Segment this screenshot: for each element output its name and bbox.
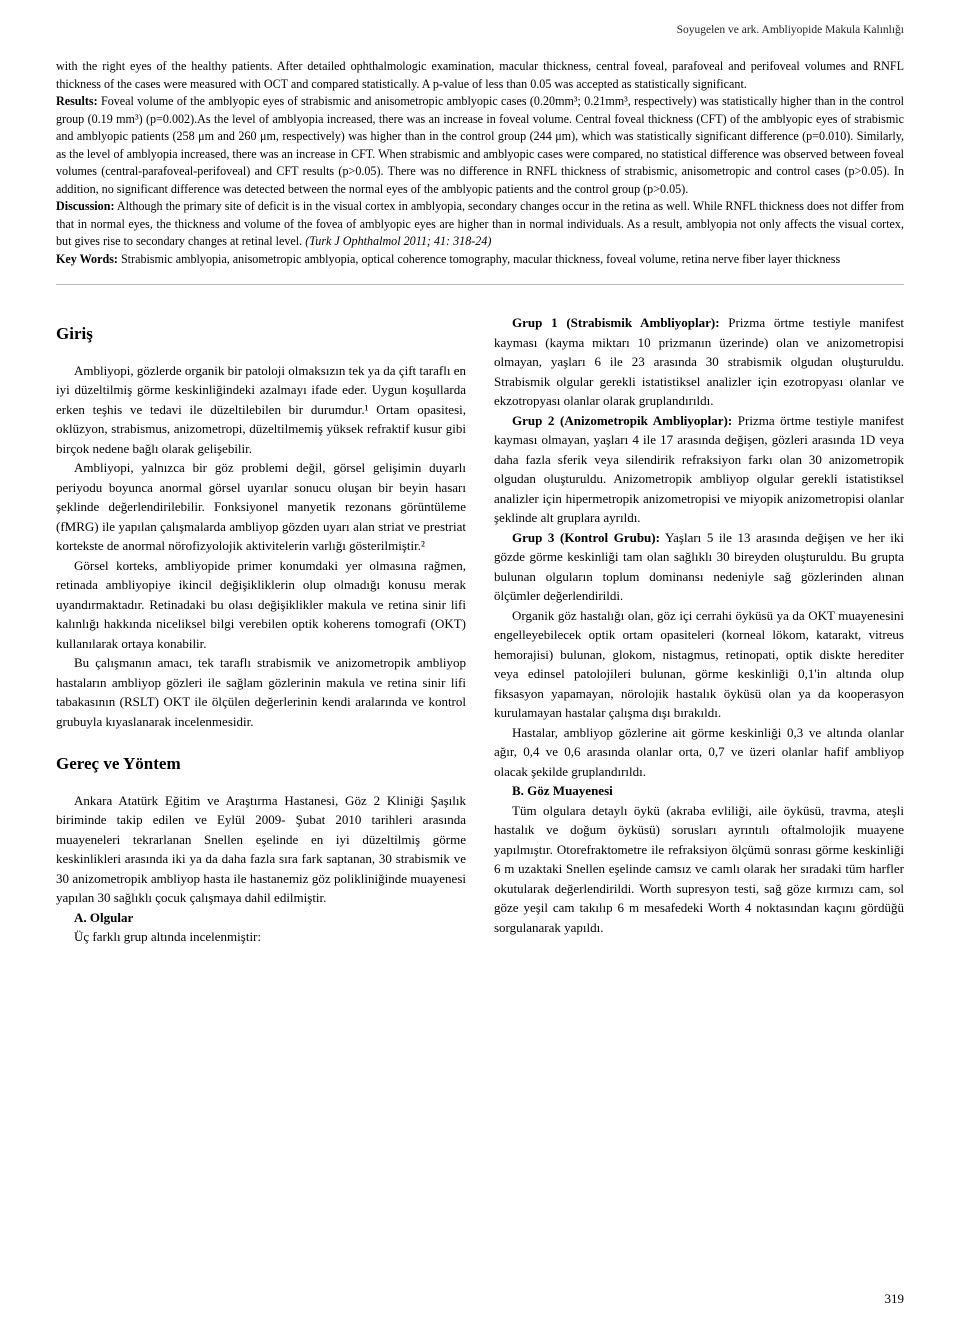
giris-title: Giriş [56, 321, 466, 347]
grup1-paragraph: Grup 1 (Strabismik Ambliyoplar): Prizma … [494, 313, 904, 411]
grup1-label: Grup 1 (Strabismik Ambliyoplar): [512, 315, 720, 330]
gerec-paragraph-1: Ankara Atatürk Eğitim ve Araştırma Hasta… [56, 791, 466, 908]
keywords-text: Strabismic amblyopia, anisometropic ambl… [118, 252, 840, 266]
giris-paragraph-1: Ambliyopi, gözlerde organik bir patoloji… [56, 361, 466, 459]
abstract-intro: with the right eyes of the healthy patie… [56, 59, 904, 91]
section-divider [56, 284, 904, 285]
left-column: Giriş Ambliyopi, gözlerde organik bir pa… [56, 313, 466, 947]
grup3-paragraph: Grup 3 (Kontrol Grubu): Yaşları 5 ile 13… [494, 528, 904, 606]
grup2-paragraph: Grup 2 (Anizometropik Ambliyoplar): Priz… [494, 411, 904, 528]
page-number: 319 [885, 1291, 905, 1307]
exclusion-paragraph: Organik göz hastalığı olan, göz içi cerr… [494, 606, 904, 723]
header-text: Soyugelen ve ark. Ambliyopide Makula Kal… [677, 24, 904, 36]
two-column-layout: Giriş Ambliyopi, gözlerde organik bir pa… [56, 313, 904, 947]
page-header: Soyugelen ve ark. Ambliyopide Makula Kal… [56, 24, 904, 36]
olgular-text: Üç farklı grup altında incelenmiştir: [56, 927, 466, 947]
grouping-paragraph: Hastalar, ambliyop gözlerine ait görme k… [494, 723, 904, 782]
results-text: Foveal volume of the amblyopic eyes of s… [56, 94, 904, 196]
grup2-text: Prizma örtme testiyle manifest kayması o… [494, 413, 904, 526]
results-label: Results: [56, 94, 98, 108]
giris-paragraph-2: Ambliyopi, yalnızca bir göz problemi değ… [56, 458, 466, 556]
keywords-label: Key Words: [56, 252, 118, 266]
gerec-title: Gereç ve Yöntem [56, 751, 466, 777]
giris-paragraph-4: Bu çalışmanın amacı, tek taraflı strabis… [56, 653, 466, 731]
discussion-label: Discussion: [56, 199, 114, 213]
abstract-section: with the right eyes of the healthy patie… [56, 58, 904, 268]
goz-text: Tüm olgulara detaylı öykü (akraba evlili… [494, 801, 904, 938]
goz-label: B. Göz Muayenesi [494, 781, 904, 801]
grup3-label: Grup 3 (Kontrol Grubu): [512, 530, 660, 545]
right-column: Grup 1 (Strabismik Ambliyoplar): Prizma … [494, 313, 904, 947]
grup2-label: Grup 2 (Anizometropik Ambliyoplar): [512, 413, 732, 428]
citation: (Turk J Ophthalmol 2011; 41: 318-24) [305, 234, 491, 248]
olgular-label: A. Olgular [56, 908, 466, 928]
giris-paragraph-3: Görsel korteks, ambliyopide primer konum… [56, 556, 466, 654]
